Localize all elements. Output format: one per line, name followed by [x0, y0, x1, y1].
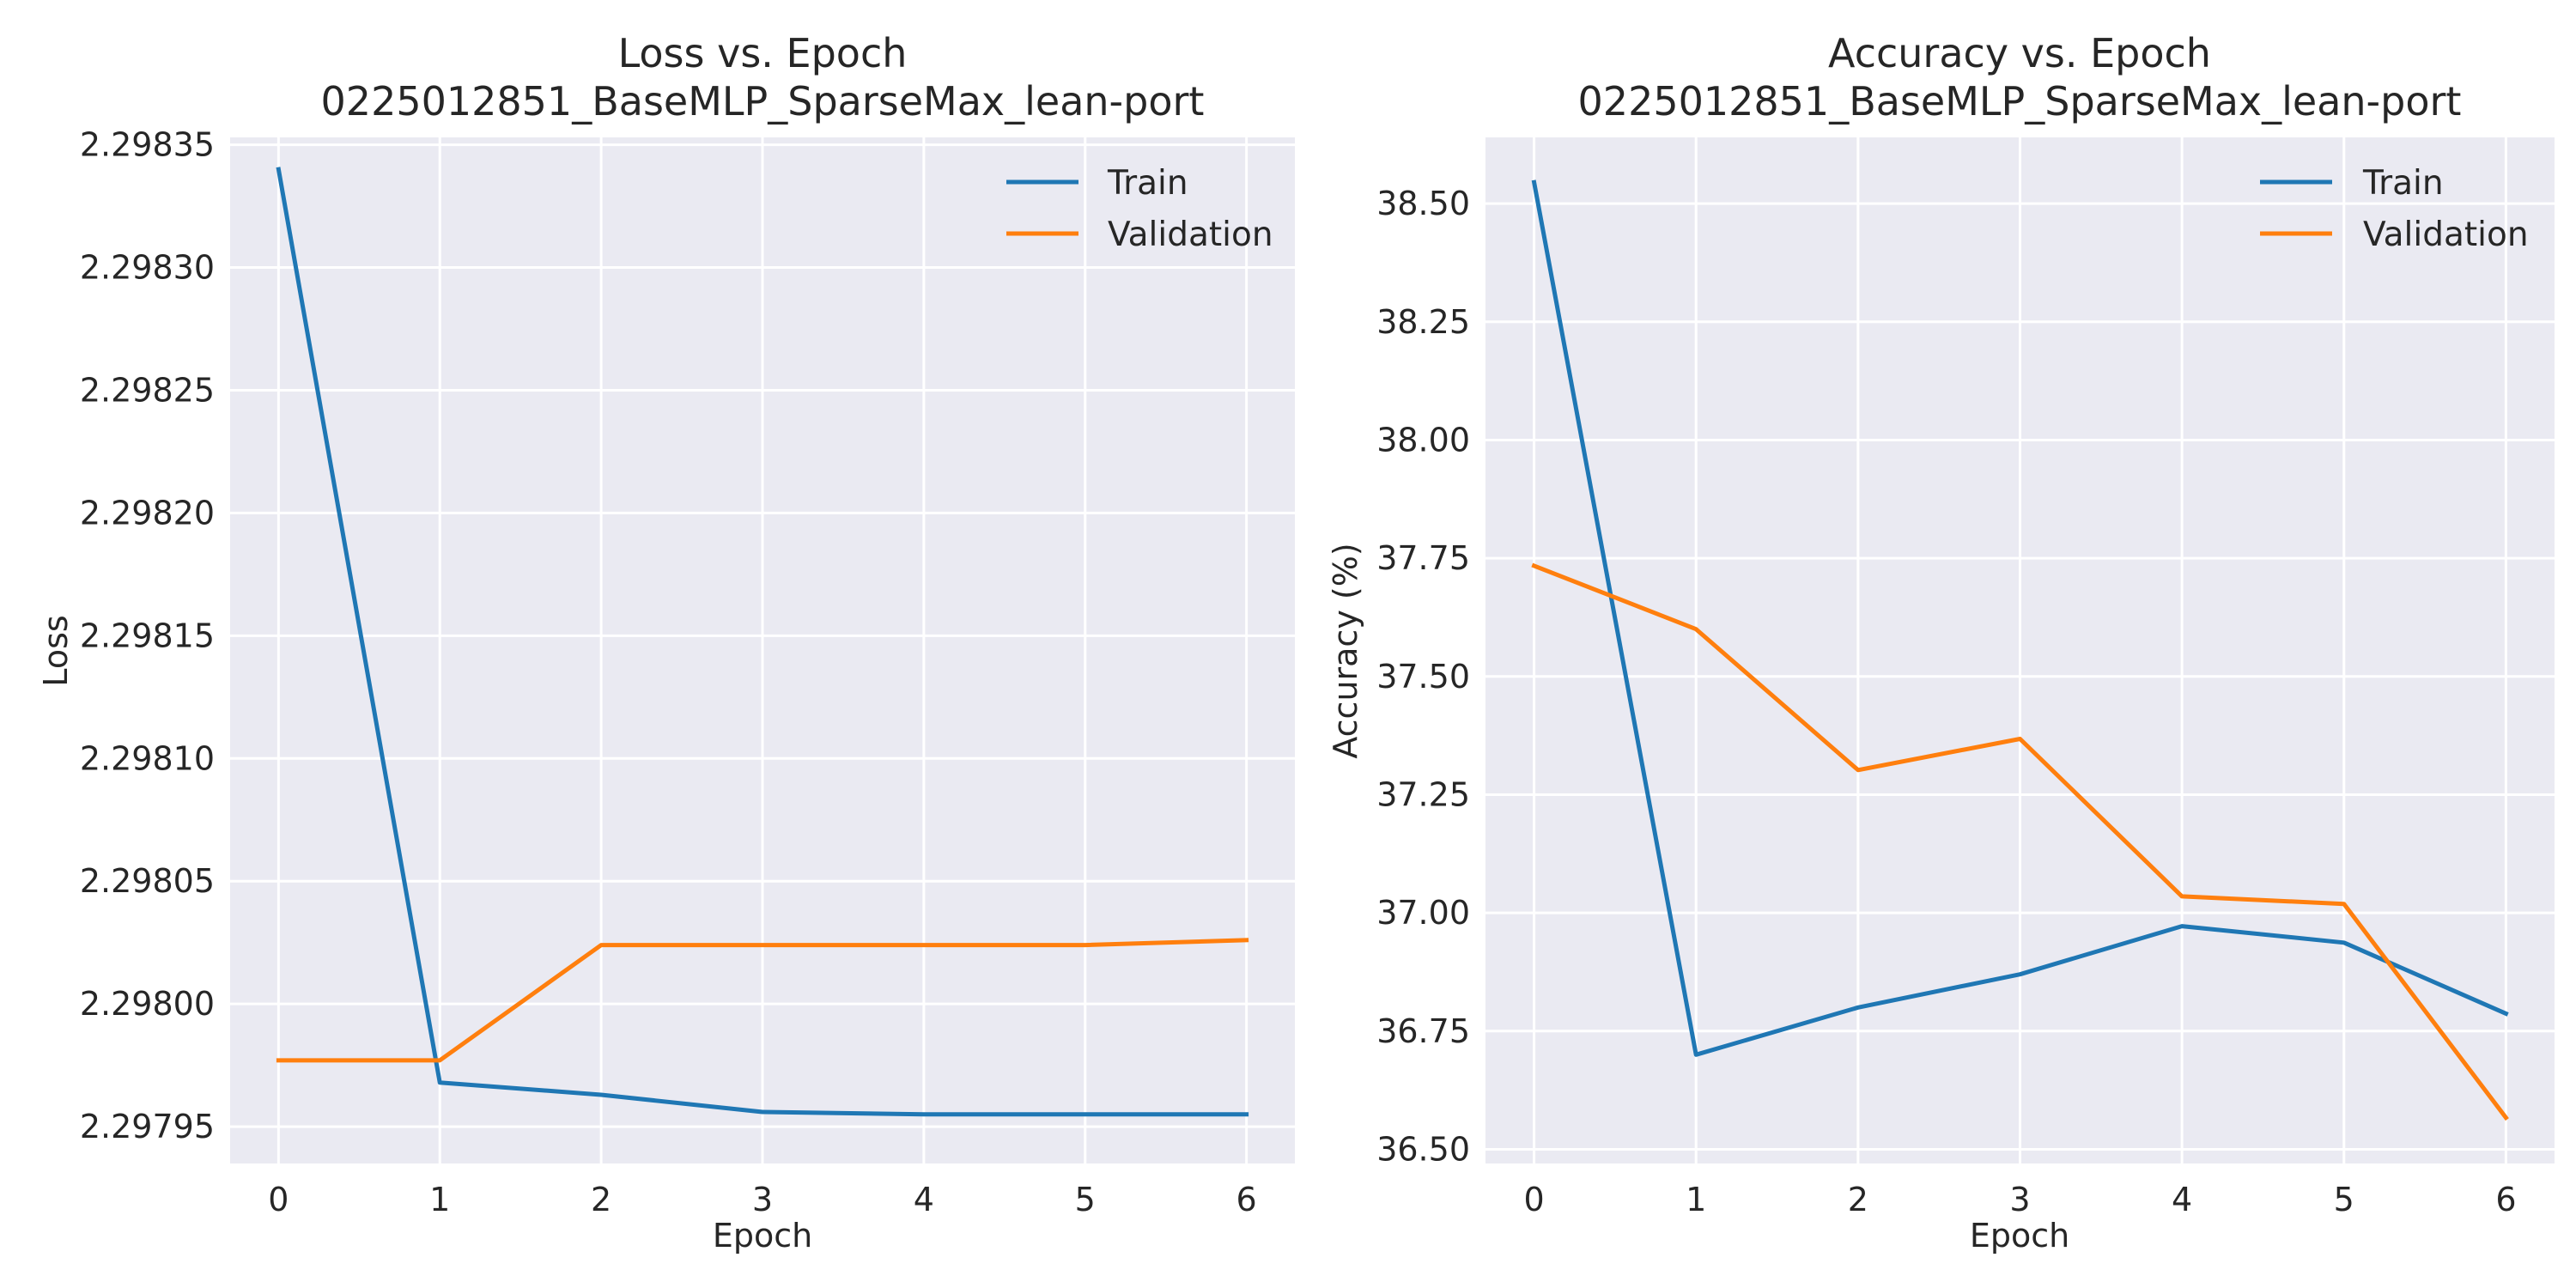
accuracy-y-tick-label: 37.25 — [1376, 775, 1470, 813]
loss-y-tick-label: 2.29835 — [80, 126, 215, 164]
loss-y-tick-label: 2.29820 — [80, 494, 215, 532]
loss-tick-labels: 0 1 2 3 4 5 6 2.29795 2.29800 2.29805 2.29810 2.298… — [80, 126, 1257, 1218]
loss-legend-validation-label: Validation — [1108, 216, 1273, 254]
loss-y-axis-label: Loss — [37, 615, 75, 686]
accuracy-x-tick-label: 5 — [2334, 1181, 2354, 1218]
accuracy-x-tick-label: 0 — [1523, 1181, 1544, 1218]
loss-x-tick-label: 3 — [752, 1181, 773, 1218]
accuracy-y-tick-label: 38.25 — [1376, 303, 1470, 341]
accuracy-tick-labels: 0 1 2 3 4 5 6 36.50 36.75 37.00 37.25 37.50 37.75 38.… — [1376, 185, 2516, 1218]
accuracy-validation-line — [1531, 562, 2509, 1121]
loss-x-tick-label: 1 — [429, 1181, 450, 1218]
loss-chart-title: Loss vs. Epoch — [618, 30, 908, 76]
loss-x-tick-label: 2 — [591, 1181, 611, 1218]
accuracy-x-tick-label: 3 — [2009, 1181, 2030, 1218]
accuracy-gridlines — [1485, 137, 2555, 1163]
loss-x-tick-label: 5 — [1075, 1181, 1096, 1218]
loss-x-axis-label: Epoch — [713, 1217, 812, 1255]
accuracy-y-axis-label: Accuracy (%) — [1327, 543, 1364, 758]
accuracy-x-tick-label: 2 — [1848, 1181, 1868, 1218]
accuracy-y-tick-label: 37.00 — [1376, 894, 1470, 932]
accuracy-series-lines — [1531, 179, 2509, 1121]
accuracy-y-tick-label: 38.00 — [1376, 421, 1470, 459]
loss-gridlines — [230, 137, 1295, 1163]
accuracy-y-tick-label: 37.50 — [1376, 658, 1470, 696]
accuracy-y-tick-label: 38.50 — [1376, 185, 1470, 222]
loss-legend: Train Validation — [1006, 164, 1273, 254]
accuracy-y-tick-label: 37.75 — [1376, 539, 1470, 577]
loss-y-tick-label: 2.29830 — [80, 249, 215, 287]
loss-x-tick-label: 6 — [1236, 1181, 1257, 1218]
loss-chart-subtitle: 0225012851_BaseMLP_SparseMax_lean-port — [321, 78, 1205, 125]
loss-x-tick-label: 0 — [268, 1181, 289, 1218]
accuracy-legend: Train Validation — [2260, 164, 2529, 254]
loss-series-lines — [276, 167, 1249, 1117]
accuracy-x-tick-label: 1 — [1686, 1181, 1706, 1218]
accuracy-chart-subtitle: 0225012851_BaseMLP_SparseMax_lean-port — [1578, 78, 2462, 125]
accuracy-legend-train-label: Train — [2362, 164, 2444, 203]
accuracy-y-tick-label: 36.50 — [1376, 1130, 1470, 1168]
accuracy-chart: 0 1 2 3 4 5 6 36.50 36.75 37.00 37.25 37.50 37.75 38.… — [1327, 30, 2555, 1255]
loss-chart: 0 1 2 3 4 5 6 2.29795 2.29800 2.29805 2.29810 2.298… — [37, 30, 1295, 1255]
accuracy-legend-validation-label: Validation — [2363, 216, 2529, 254]
loss-y-tick-label: 2.29795 — [80, 1108, 215, 1145]
loss-y-tick-label: 2.29815 — [80, 617, 215, 654]
accuracy-y-tick-label: 36.75 — [1376, 1012, 1470, 1050]
loss-train-line — [276, 167, 1249, 1117]
loss-legend-train-label: Train — [1107, 164, 1188, 203]
loss-y-tick-label: 2.29800 — [80, 985, 215, 1023]
loss-x-tick-label: 4 — [914, 1181, 934, 1218]
accuracy-train-line — [1531, 179, 2509, 1057]
accuracy-chart-title: Accuracy vs. Epoch — [1828, 30, 2211, 76]
loss-validation-line — [276, 938, 1249, 1063]
accuracy-x-tick-label: 4 — [2172, 1181, 2192, 1218]
loss-y-tick-label: 2.29805 — [80, 862, 215, 900]
accuracy-x-axis-label: Epoch — [1970, 1217, 2069, 1255]
loss-y-tick-label: 2.29810 — [80, 739, 215, 777]
accuracy-x-tick-label: 6 — [2495, 1181, 2516, 1218]
loss-y-tick-label: 2.29825 — [80, 371, 215, 409]
